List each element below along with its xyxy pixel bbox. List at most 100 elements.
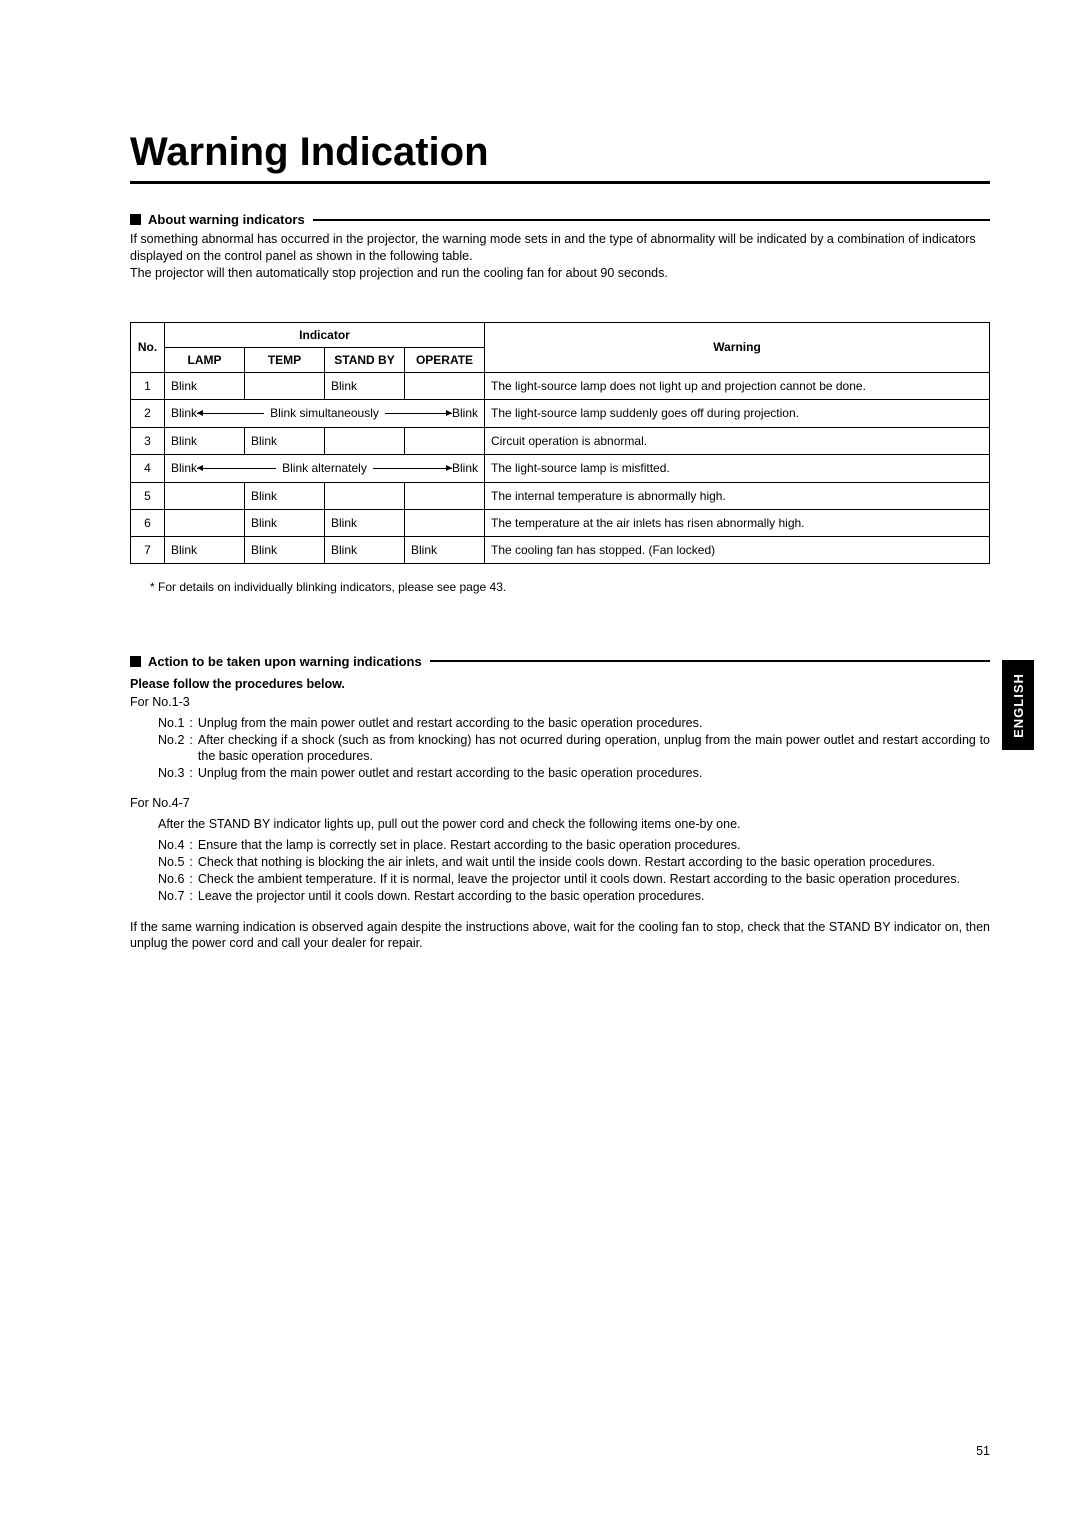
span-right-text: Blink <box>452 461 478 475</box>
section-rule <box>430 660 990 662</box>
procedure-key: No.1 <box>158 715 184 732</box>
cell-blink-span: Blink Blink alternately Blink <box>165 454 485 482</box>
procedure-key: No.7 <box>158 888 184 905</box>
cell-warning: The cooling fan has stopped. (Fan locked… <box>485 536 990 563</box>
section-heading-action: Action to be taken upon warning indicati… <box>130 654 990 669</box>
th-warning: Warning <box>485 322 990 372</box>
th-standby: STAND BY <box>325 347 405 372</box>
section-label: About warning indicators <box>148 212 305 227</box>
colon-separator: : <box>184 871 197 888</box>
warning-table: No. Indicator Warning LAMP TEMP STAND BY… <box>130 322 990 564</box>
intro-line-2: The projector will then automatically st… <box>130 266 668 280</box>
table-row: 1 Blink Blink The light-source lamp does… <box>131 372 990 399</box>
th-indicator: Indicator <box>165 322 485 347</box>
procedure-line: No.6 : Check the ambient temperature. If… <box>158 871 990 888</box>
procedure-key: No.2 <box>158 732 184 749</box>
colon-separator: : <box>184 888 197 905</box>
cell-operate <box>405 427 485 454</box>
colon-separator: : <box>184 854 197 871</box>
cell-standby <box>325 482 405 509</box>
intro-paragraph: If something abnormal has occurred in th… <box>130 231 990 282</box>
table-row: 7 Blink Blink Blink Blink The cooling fa… <box>131 536 990 563</box>
colon-separator: : <box>184 715 197 732</box>
arrow-left-icon <box>197 468 276 469</box>
procedure-text: Unplug from the main power outlet and re… <box>198 715 990 732</box>
cell-no: 6 <box>131 509 165 536</box>
table-footnote: * For details on individually blinking i… <box>150 580 990 594</box>
procedure-key: No.5 <box>158 854 184 871</box>
cell-no: 4 <box>131 454 165 482</box>
cell-lamp: Blink <box>165 372 245 399</box>
table-row: 5 Blink The internal temperature is abno… <box>131 482 990 509</box>
cell-lamp: Blink <box>165 536 245 563</box>
cell-warning: The light-source lamp is misfitted. <box>485 454 990 482</box>
cell-temp: Blink <box>245 536 325 563</box>
cell-no: 1 <box>131 372 165 399</box>
cell-no: 3 <box>131 427 165 454</box>
th-temp: TEMP <box>245 347 325 372</box>
section-heading-about: About warning indicators <box>130 212 990 227</box>
th-lamp: LAMP <box>165 347 245 372</box>
procedure-key: No.4 <box>158 837 184 854</box>
procedure-line: No.4 : Ensure that the lamp is correctly… <box>158 837 990 854</box>
square-bullet-icon <box>130 214 141 225</box>
procedure-line: No.7 : Leave the projector until it cool… <box>158 888 990 905</box>
colon-separator: : <box>184 732 197 749</box>
th-no: No. <box>131 322 165 372</box>
group1-label: For No.1-3 <box>130 695 990 709</box>
section-label: Action to be taken upon warning indicati… <box>148 654 422 669</box>
cell-standby <box>325 427 405 454</box>
arrow-right-icon <box>385 413 452 414</box>
cell-standby: Blink <box>325 372 405 399</box>
language-tab-label: ENGLISH <box>1011 673 1026 738</box>
procedure-line: No.2 : After checking if a shock (such a… <box>158 732 990 766</box>
table-row: 2 Blink Blink simultaneously Blink The l… <box>131 399 990 427</box>
procedure-group-1: No.1 : Unplug from the main power outlet… <box>158 715 990 783</box>
span-center-label: Blink alternately <box>276 461 373 475</box>
page-number: 51 <box>976 1444 990 1458</box>
procedures-subhead: Please follow the procedures below. <box>130 677 990 691</box>
procedure-text: Unplug from the main power outlet and re… <box>198 765 990 782</box>
cell-lamp <box>165 509 245 536</box>
cell-lamp: Blink <box>165 427 245 454</box>
cell-temp: Blink <box>245 482 325 509</box>
action-section: Action to be taken upon warning indicati… <box>130 654 990 953</box>
procedure-text: Check the ambient temperature. If it is … <box>198 871 990 888</box>
cell-warning: The light-source lamp does not light up … <box>485 372 990 399</box>
procedure-text: Check that nothing is blocking the air i… <box>198 854 990 871</box>
span-right-text: Blink <box>452 406 478 420</box>
cell-temp: Blink <box>245 509 325 536</box>
procedure-key: No.3 <box>158 765 184 782</box>
procedure-group-2: No.4 : Ensure that the lamp is correctly… <box>158 837 990 905</box>
intro-line-1: If something abnormal has occurred in th… <box>130 232 976 263</box>
page-title: Warning Indication <box>130 130 990 175</box>
span-left-text: Blink <box>171 406 197 420</box>
cell-warning: The light-source lamp suddenly goes off … <box>485 399 990 427</box>
document-page: Warning Indication About warning indicat… <box>0 0 1080 1012</box>
procedure-text: Ensure that the lamp is correctly set in… <box>198 837 990 854</box>
cell-standby: Blink <box>325 509 405 536</box>
colon-separator: : <box>184 837 197 854</box>
arrow-right-icon <box>373 468 452 469</box>
procedure-line: No.5 : Check that nothing is blocking th… <box>158 854 990 871</box>
cell-warning: The temperature at the air inlets has ri… <box>485 509 990 536</box>
cell-warning: The internal temperature is abnormally h… <box>485 482 990 509</box>
cell-lamp <box>165 482 245 509</box>
procedure-text: After checking if a shock (such as from … <box>198 732 990 766</box>
cell-no: 2 <box>131 399 165 427</box>
final-paragraph: If the same warning indication is observ… <box>130 919 990 953</box>
cell-no: 5 <box>131 482 165 509</box>
table-row: 4 Blink Blink alternately Blink The ligh… <box>131 454 990 482</box>
arrow-left-icon <box>197 413 264 414</box>
procedure-key: No.6 <box>158 871 184 888</box>
table-row: 3 Blink Blink Circuit operation is abnor… <box>131 427 990 454</box>
cell-standby: Blink <box>325 536 405 563</box>
th-operate: OPERATE <box>405 347 485 372</box>
procedure-line: No.3 : Unplug from the main power outlet… <box>158 765 990 782</box>
cell-warning: Circuit operation is abnormal. <box>485 427 990 454</box>
cell-operate: Blink <box>405 536 485 563</box>
group2-after-text: After the STAND BY indicator lights up, … <box>158 816 990 833</box>
span-center-label: Blink simultaneously <box>264 406 385 420</box>
group2-label: For No.4-7 <box>130 796 990 810</box>
procedure-line: No.1 : Unplug from the main power outlet… <box>158 715 990 732</box>
